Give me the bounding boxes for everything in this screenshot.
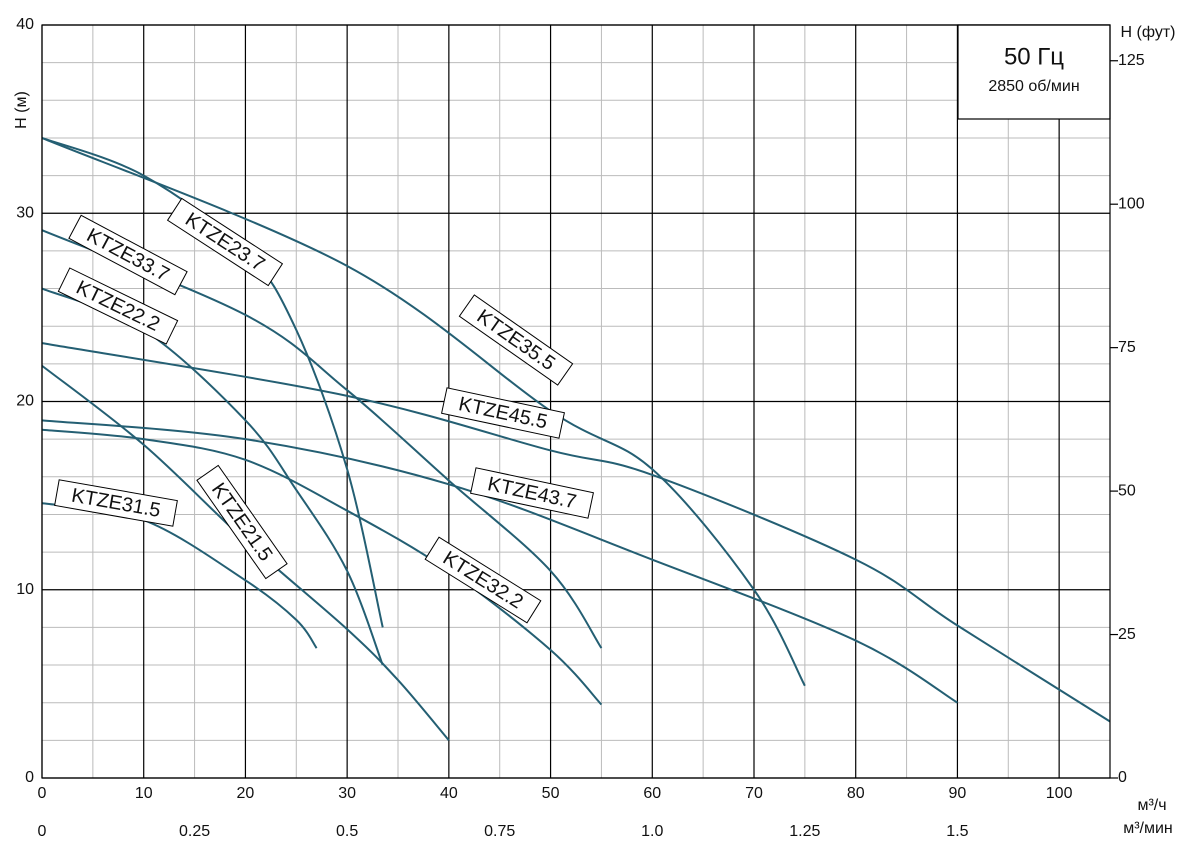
x-tick-label: 70 [745,785,763,802]
x-tick-label: 20 [237,785,255,802]
curve-label: KTZE31.5 [54,479,178,527]
curve-label-text: KTZE35.5 [473,305,559,375]
curve-label-text: KTZE32.2 [439,547,527,613]
curve-label: KTZE35.5 [458,294,574,386]
pump-curve [41,502,318,649]
x-tick-label: 30 [338,785,356,802]
y2-tick-label: 50 [1118,482,1136,499]
y2-tick-label: 0 [1118,769,1127,786]
y2-tick-label: 75 [1118,339,1136,356]
y2-tick-label: 100 [1118,195,1145,212]
y2-axis-label: H (фут) [1121,24,1176,41]
plot-frame [41,24,1111,779]
grid [41,24,1110,779]
curve-label-box [196,464,288,580]
curve-label-box [441,387,565,439]
y-tick-label: 0 [25,769,34,786]
y2-tick-label: 125 [1118,52,1145,69]
legend-title: 50 Гц [1004,43,1064,70]
x2-tick-label: 0.25 [179,823,210,840]
curve-label-box [54,479,178,527]
pump-curve [41,137,384,628]
x2-tick-label: 1.0 [641,823,663,840]
x2-tick-label: 1.5 [946,823,968,840]
y-axis-label: H (м) [13,91,30,129]
curve-label-text: KTZE22.2 [73,277,164,336]
pump-curve [41,342,1111,723]
y-tick-label: 40 [16,16,34,33]
x-tick-label: 50 [542,785,560,802]
curve-label-box [458,294,574,386]
pump-curve [41,419,958,704]
pump-curve [41,137,806,687]
x-tick-label: 40 [440,785,458,802]
curve-label-box [166,197,284,287]
curve-label: KTZE45.5 [441,387,565,439]
x-tick-label: 0 [38,785,47,802]
x-tick-label: 60 [643,785,661,802]
curve-label-box [68,214,188,296]
x-axis-label: м³/ч [1137,797,1166,814]
curve-label-text: KTZE33.7 [83,224,173,286]
curve-label-box [470,467,594,519]
x-tick-label: 80 [847,785,865,802]
y-tick-label: 10 [16,581,34,598]
curve-label: KTZE43.7 [470,467,594,519]
y-tick-label: 20 [16,393,34,410]
curve-label: KTZE32.2 [424,536,542,624]
x2-tick-label: 0.5 [336,823,358,840]
legend-subtitle: 2850 об/мин [988,78,1079,95]
x-tick-label: 10 [135,785,153,802]
legend-box [957,24,1111,120]
x-tick-label: 90 [949,785,967,802]
x2-tick-label: 0 [38,823,47,840]
curve-label-box [57,267,179,345]
curve-label: KTZE21.5 [196,464,288,580]
y-tick-label: 30 [16,204,34,221]
x2-tick-label: 1.25 [789,823,820,840]
x2-tick-label: 0.75 [484,823,515,840]
x-tick-label: 100 [1046,785,1073,802]
x2-axis-label: м³/мин [1123,820,1173,837]
y2-tick-label: 25 [1118,626,1136,643]
pump-curve [41,229,603,649]
curve-label-box [424,536,542,624]
pump-curve [41,428,603,706]
